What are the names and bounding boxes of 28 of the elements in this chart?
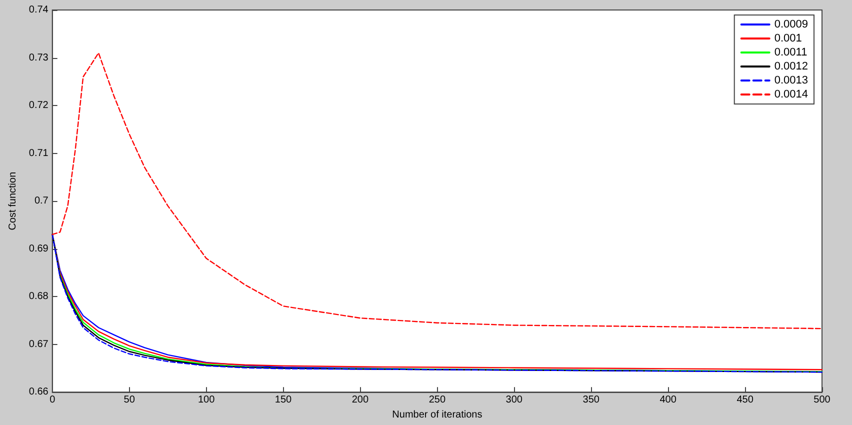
y-axis-title: Cost function <box>8 172 18 230</box>
x-tick-label: 100 <box>198 394 216 406</box>
x-tick-label: 50 <box>124 394 136 406</box>
y-tick-label: 0.67 <box>28 338 49 350</box>
x-tick-label: 300 <box>506 394 523 406</box>
y-tick-label: 0.72 <box>28 100 49 112</box>
x-tick-label: 200 <box>352 394 369 406</box>
x-tick-label: 0 <box>50 394 56 406</box>
x-axis-title: Number of iterations <box>392 410 482 420</box>
y-tick-label: 0.69 <box>28 243 49 254</box>
x-tick-label: 350 <box>582 394 600 406</box>
x-tick-label: 150 <box>274 394 292 406</box>
legend-label: 0.0011 <box>774 46 808 58</box>
y-tick-label: 0.71 <box>28 148 49 159</box>
x-tick-label: 250 <box>428 394 446 406</box>
legend-label: 0.0013 <box>774 74 808 86</box>
legend-label: 0.001 <box>774 32 802 44</box>
y-tick-label: 0.74 <box>28 4 49 16</box>
x-tick-label: 400 <box>660 394 677 406</box>
legend-label: 0.0012 <box>774 60 808 72</box>
x-tick-label: 450 <box>736 394 754 406</box>
y-tick-label: 0.73 <box>28 52 49 64</box>
y-tick-label: 0.68 <box>28 291 49 302</box>
legend-label: 0.0009 <box>774 18 808 30</box>
legend-label: 0.0014 <box>774 88 808 100</box>
y-tick-label: 0.7 <box>34 196 49 207</box>
y-tick-label: 0.66 <box>28 386 49 398</box>
x-tick-label: 500 <box>814 394 831 406</box>
